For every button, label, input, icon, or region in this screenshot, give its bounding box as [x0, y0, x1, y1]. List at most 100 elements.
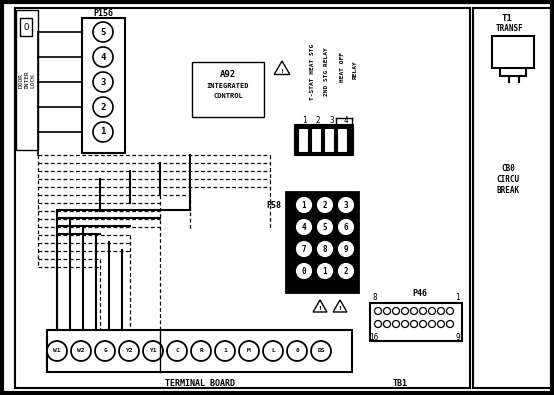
Text: 1: 1: [302, 115, 306, 124]
Text: 4: 4: [343, 115, 348, 124]
Text: TERMINAL BOARD: TERMINAL BOARD: [165, 378, 235, 387]
Circle shape: [93, 22, 113, 42]
Text: 3: 3: [100, 77, 106, 87]
Circle shape: [295, 240, 313, 258]
Circle shape: [143, 341, 163, 361]
Circle shape: [411, 320, 418, 327]
Circle shape: [383, 307, 391, 314]
Circle shape: [263, 341, 283, 361]
Text: INTEGRATED: INTEGRATED: [207, 83, 249, 89]
Circle shape: [95, 341, 115, 361]
Circle shape: [402, 320, 408, 327]
Text: 2: 2: [322, 201, 327, 209]
Text: P46: P46: [413, 288, 428, 297]
Circle shape: [337, 240, 355, 258]
Circle shape: [447, 320, 454, 327]
Text: 8: 8: [322, 245, 327, 254]
Circle shape: [215, 341, 235, 361]
Text: L: L: [271, 348, 275, 354]
Circle shape: [392, 320, 399, 327]
Bar: [337, 128, 347, 152]
Text: TRANSF: TRANSF: [496, 23, 524, 32]
Bar: [20, 18, 32, 36]
Text: !: !: [319, 307, 321, 312]
Circle shape: [316, 240, 334, 258]
Bar: [492, 36, 534, 68]
Text: 2: 2: [316, 115, 320, 124]
Text: 1: 1: [223, 348, 227, 354]
Text: 6: 6: [343, 222, 348, 231]
Bar: [324, 128, 334, 152]
Text: W2: W2: [77, 348, 85, 354]
Text: 7: 7: [302, 245, 306, 254]
Text: W1: W1: [53, 348, 61, 354]
Text: P156: P156: [93, 9, 113, 17]
Text: Y2: Y2: [125, 348, 133, 354]
Text: 9: 9: [343, 245, 348, 254]
Circle shape: [93, 47, 113, 67]
Text: TB1: TB1: [392, 378, 408, 387]
Bar: [295, 125, 353, 155]
Bar: [47, 330, 352, 372]
Text: P58: P58: [266, 201, 281, 209]
Circle shape: [311, 341, 331, 361]
Text: 5: 5: [100, 28, 106, 36]
Circle shape: [428, 307, 435, 314]
Circle shape: [316, 262, 334, 280]
Circle shape: [438, 320, 444, 327]
Circle shape: [337, 196, 355, 214]
Circle shape: [191, 341, 211, 361]
Circle shape: [93, 72, 113, 92]
Text: M: M: [247, 348, 251, 354]
Text: 1: 1: [302, 201, 306, 209]
Circle shape: [392, 307, 399, 314]
Text: !: !: [338, 307, 341, 312]
Circle shape: [167, 341, 187, 361]
Circle shape: [316, 218, 334, 236]
Text: 2: 2: [343, 267, 348, 275]
Text: DS: DS: [317, 348, 325, 354]
Circle shape: [438, 307, 444, 314]
Text: 2: 2: [100, 102, 106, 111]
Circle shape: [419, 320, 427, 327]
Text: RELAY: RELAY: [352, 60, 357, 79]
Bar: [82, 18, 125, 153]
Text: 1: 1: [322, 267, 327, 275]
Bar: [311, 128, 321, 152]
Text: !: !: [280, 68, 284, 73]
Circle shape: [287, 341, 307, 361]
Circle shape: [119, 341, 139, 361]
Circle shape: [337, 262, 355, 280]
Text: A92: A92: [220, 70, 236, 79]
Circle shape: [93, 97, 113, 117]
Bar: [370, 303, 462, 341]
Bar: [286, 192, 358, 292]
Circle shape: [93, 122, 113, 142]
Circle shape: [239, 341, 259, 361]
Text: 3: 3: [330, 115, 334, 124]
Text: 3: 3: [343, 201, 348, 209]
Text: 4: 4: [302, 222, 306, 231]
Text: 0: 0: [302, 267, 306, 275]
Text: CB0: CB0: [501, 164, 515, 173]
Text: CONTROL: CONTROL: [213, 93, 243, 99]
Circle shape: [47, 341, 67, 361]
Circle shape: [316, 196, 334, 214]
Text: R: R: [199, 348, 203, 354]
Bar: [192, 62, 264, 117]
Circle shape: [383, 320, 391, 327]
Text: DOOR
INTER
LOCK: DOOR INTER LOCK: [19, 71, 35, 89]
Text: BREAK: BREAK: [496, 186, 520, 194]
Bar: [16, 10, 38, 150]
Circle shape: [447, 307, 454, 314]
Circle shape: [375, 320, 382, 327]
Circle shape: [428, 320, 435, 327]
Text: 1: 1: [455, 293, 459, 303]
Text: 5: 5: [322, 222, 327, 231]
Text: 9: 9: [456, 333, 460, 342]
Text: 8: 8: [373, 293, 377, 303]
Text: 4: 4: [100, 53, 106, 62]
Text: 1: 1: [100, 128, 106, 137]
Text: T1: T1: [501, 13, 512, 23]
Circle shape: [402, 307, 408, 314]
